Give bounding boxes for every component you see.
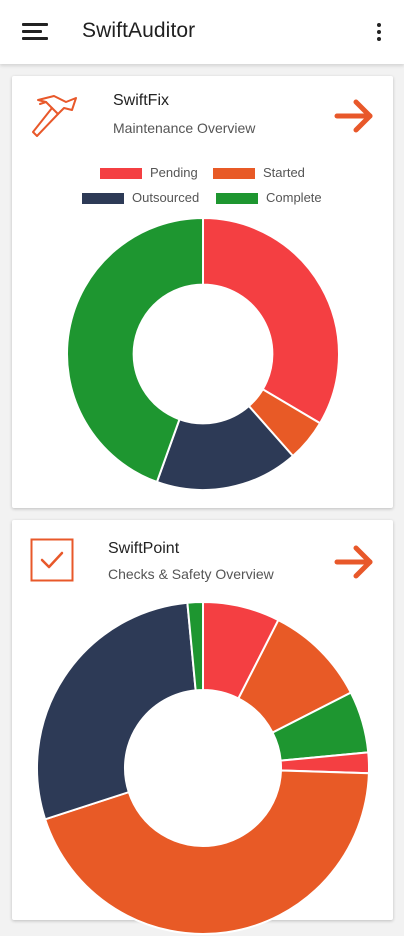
legend-swatch: [216, 193, 258, 204]
card-title: SwiftPoint: [108, 540, 180, 557]
card-subtitle: Checks & Safety Overview: [108, 566, 274, 582]
more-vert-icon[interactable]: [369, 20, 389, 44]
card-subtitle: Maintenance Overview: [113, 120, 256, 136]
legend-label: Outsourced: [132, 190, 200, 205]
donut-slice: [36, 601, 197, 821]
arrow-right-icon[interactable]: [332, 540, 376, 584]
donut-slice: [202, 216, 340, 425]
chart-legend: Pending Started Outsourced Complete: [12, 76, 393, 216]
maintenance-donut-chart: [66, 216, 340, 491]
hammer-icon: [32, 95, 77, 137]
legend-label: Started: [263, 165, 305, 180]
menu-icon[interactable]: [22, 20, 48, 42]
donut-slice: [43, 769, 370, 935]
donut-slice: [66, 216, 204, 484]
legend-label: Complete: [266, 190, 322, 205]
legend-swatch: [213, 168, 255, 179]
legend-label: Pending: [150, 165, 198, 180]
app-bar: SwiftAuditor: [0, 0, 404, 64]
swiftfix-card[interactable]: SwiftFix Maintenance Overview Pending St…: [12, 76, 393, 508]
card-title: SwiftFix: [113, 92, 169, 109]
safety-donut-chart: [36, 600, 370, 935]
arrow-right-icon[interactable]: [332, 94, 376, 138]
legend-swatch: [82, 193, 124, 204]
app-title: SwiftAuditor: [82, 19, 196, 42]
legend-swatch: [100, 168, 142, 179]
donut-slice: [186, 600, 204, 692]
swiftpoint-card[interactable]: SwiftPoint Checks & Safety Overview: [12, 520, 393, 935]
checkbox-icon: [30, 538, 74, 582]
